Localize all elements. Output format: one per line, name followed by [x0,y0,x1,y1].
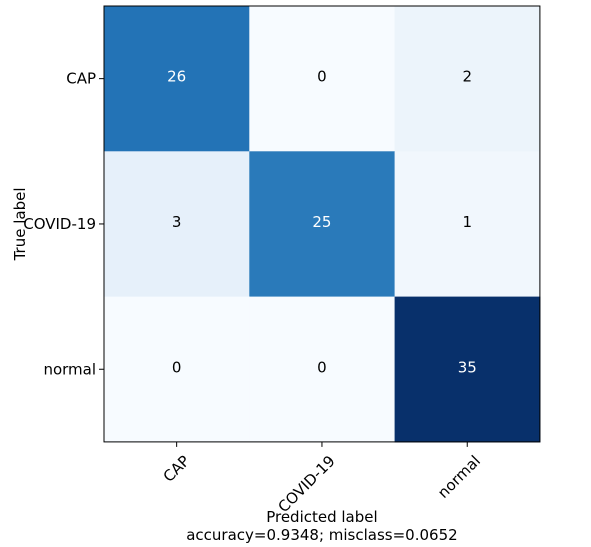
cell-value: 1 [462,213,472,231]
y-tick-label: normal [43,360,96,378]
heatmap-cell [394,151,541,298]
cell-value: 2 [462,68,472,86]
cell-value: 3 [172,213,182,231]
heatmap-cell [394,296,541,443]
cell-value: 0 [172,358,182,376]
x-tick-label: COVID-19 [275,452,339,516]
x-tick-label: CAP [160,452,194,486]
heatmap-cell [249,296,396,443]
y-axis-ticks: CAP COVID-19 normal [23,70,104,378]
cell-value: 25 [312,213,331,231]
x-axis-ticks: CAP COVID-19 normal [160,441,484,516]
x-axis-label: Predicted label [266,508,377,526]
accuracy-summary-label: accuracy=0.9348; misclass=0.0652 [186,526,457,544]
cell-value: 0 [317,68,327,86]
heatmap-cells [104,6,541,443]
y-axis-label: True label [11,187,29,261]
cell-value-labels: 26 0 2 3 25 1 0 0 35 [167,68,477,377]
y-tick-label: COVID-19 [23,215,96,233]
cell-value: 0 [317,358,327,376]
x-tick-label: normal [434,452,484,502]
heatmap-cell [104,151,250,298]
heatmap-cell [249,151,396,298]
cell-value: 35 [458,358,477,376]
heatmap-cell [104,296,250,443]
y-tick-label: CAP [66,70,96,88]
cell-value: 26 [167,68,186,86]
heatmap-cell [249,6,396,152]
heatmap-cell [104,6,250,152]
heatmap-cell [394,6,541,152]
